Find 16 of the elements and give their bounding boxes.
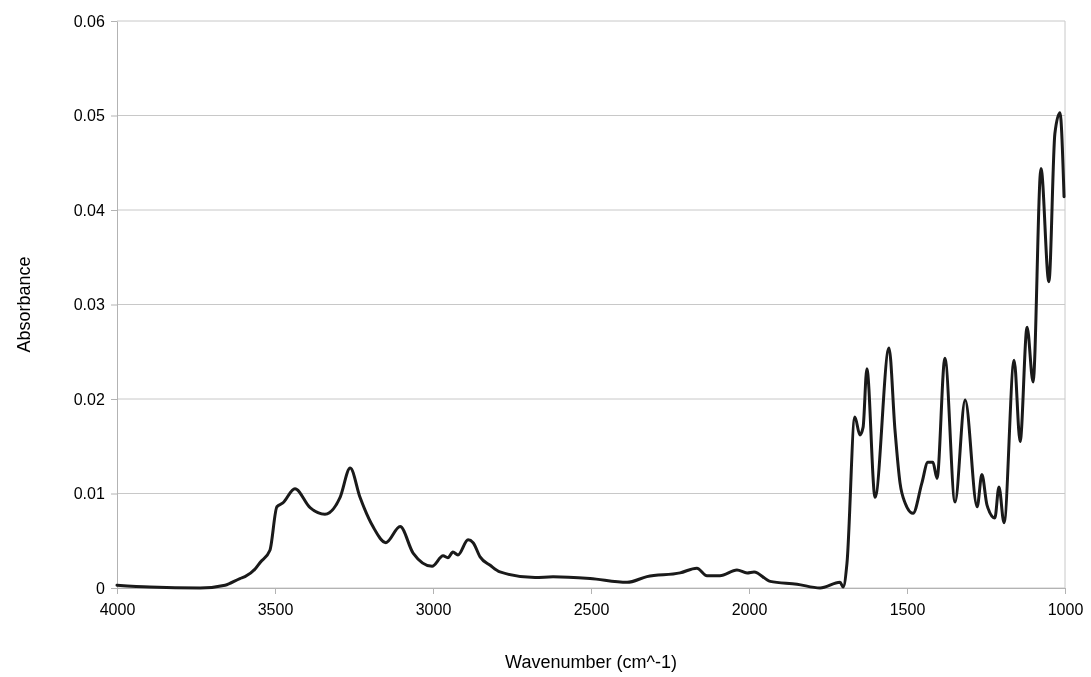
x-tick-label: 3500	[257, 600, 294, 618]
y-tick-label: 0	[95, 579, 105, 597]
y-tick-label: 0.06	[73, 12, 105, 30]
y-tick-label: 0.03	[73, 296, 105, 314]
y-axis-title: Absorbance	[14, 256, 34, 353]
y-tick-label: 0.02	[73, 390, 105, 408]
x-tick-label: 3000	[415, 600, 452, 618]
y-tick-label: 0.04	[73, 201, 105, 219]
x-tick-label: 2000	[731, 600, 768, 618]
x-tick-label: 4000	[99, 600, 136, 618]
y-tick-label: 0.01	[73, 485, 105, 503]
x-tick-label: 2500	[573, 600, 610, 618]
x-tick-label: 1500	[889, 600, 926, 618]
y-tick-label: 0.05	[73, 107, 105, 125]
x-tick-label: 1000	[1047, 600, 1084, 618]
x-axis-title: Wavenumber (cm^-1)	[505, 652, 677, 672]
